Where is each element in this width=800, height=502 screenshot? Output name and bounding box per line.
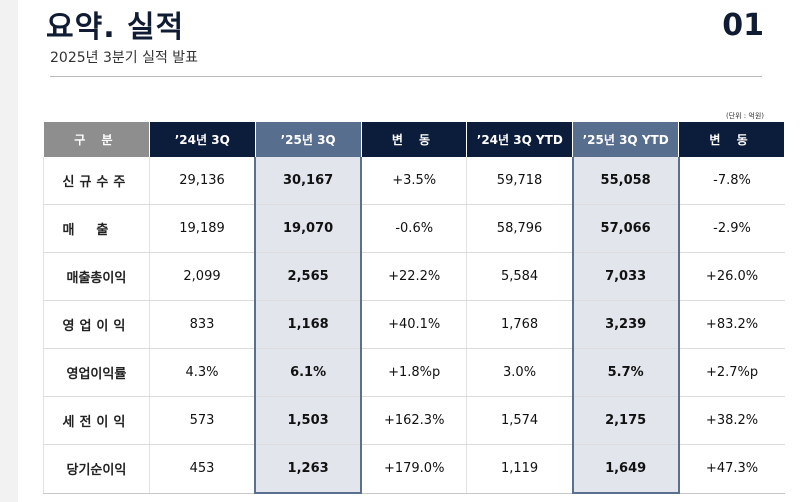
column-header-25-3q: ’25년 3Q: [254, 122, 362, 157]
table-cell: +83.2%: [678, 300, 785, 349]
table-cell: 1,574: [466, 396, 573, 445]
table-cell: 573: [148, 396, 256, 445]
table-row: 영업이익 833 1,168 +40.1% 1,768 3,239 +83.2%: [43, 300, 785, 349]
table-cell: -0.6%: [360, 204, 467, 253]
table-cell: +22.2%: [360, 252, 467, 301]
table-cell: 453: [148, 444, 256, 494]
table-cell-highlight: 2,175: [571, 396, 680, 445]
title-divider: [50, 76, 762, 77]
column-header-change-q: 변 동: [360, 122, 468, 157]
column-header-25-3q-ytd: ’25년 3Q YTD: [572, 122, 680, 157]
table-cell: 58,796: [466, 204, 573, 253]
table-cell-highlight: 19,070: [254, 204, 363, 253]
table-cell: 5,584: [466, 252, 573, 301]
row-label: 영업이익: [43, 300, 150, 349]
table-row: 신규수주 29,136 30,167 +3.5% 59,718 55,058 -…: [43, 157, 785, 205]
table-cell: 2,099: [148, 252, 256, 301]
row-label: 매출: [43, 204, 150, 253]
table-cell-highlight: 55,058: [571, 157, 680, 205]
table-cell: 1,119: [466, 444, 573, 494]
table-cell-highlight: 1,168: [254, 300, 363, 349]
table-cell: 1,768: [466, 300, 573, 349]
table-cell: 59,718: [466, 157, 573, 205]
unit-note: (단위 : 억원): [725, 112, 764, 120]
table-cell-highlight: 1,503: [254, 396, 363, 445]
column-header-category: 구 분: [43, 122, 150, 157]
table-cell: +162.3%: [360, 396, 467, 445]
table-cell-highlight: 1,263: [254, 444, 363, 494]
row-label: 당기순이익: [43, 444, 150, 494]
table-cell: +26.0%: [678, 252, 785, 301]
table-cell: +47.3%: [678, 444, 785, 494]
table-header-row: 구 분 ’24년 3Q ’25년 3Q 변 동 ’24년 3Q YTD ’25년…: [43, 122, 785, 157]
table-cell: +3.5%: [360, 157, 467, 205]
table-cell: 3.0%: [466, 348, 573, 397]
column-header-change-ytd: 변 동: [678, 122, 785, 157]
row-label: 매출총이익: [43, 252, 150, 301]
table-cell-highlight: 2,565: [254, 252, 363, 301]
column-header-24-3q: ’24년 3Q: [148, 122, 256, 157]
table-cell: -2.9%: [678, 204, 785, 253]
table-cell: +1.8%p: [360, 348, 467, 397]
page-title: 요약. 실적: [46, 10, 185, 45]
table-cell-highlight: 30,167: [254, 157, 363, 205]
table-cell-highlight: 3,239: [571, 300, 680, 349]
table-cell: 4.3%: [148, 348, 256, 397]
table-row: 매출총이익 2,099 2,565 +22.2% 5,584 7,033 +26…: [43, 252, 785, 301]
column-header-24-3q-ytd: ’24년 3Q YTD: [466, 122, 574, 157]
table-cell: -7.8%: [678, 157, 785, 205]
slide-page: 요약. 실적 2025년 3분기 실적 발표 01 (단위 : 억원) 구 분 …: [18, 0, 800, 502]
table-row: 당기순이익 453 1,263 +179.0% 1,119 1,649 +47.…: [43, 444, 785, 494]
table-row: 세전이익 573 1,503 +162.3% 1,574 2,175 +38.2…: [43, 396, 785, 445]
table-cell-highlight: 1,649: [571, 444, 680, 494]
table-cell: +40.1%: [360, 300, 467, 349]
page-number: 01: [722, 8, 764, 43]
table-cell: +179.0%: [360, 444, 467, 494]
table-cell-highlight: 7,033: [571, 252, 680, 301]
page-subtitle: 2025년 3분기 실적 발표: [50, 50, 199, 66]
table-cell: +38.2%: [678, 396, 785, 445]
table-cell-highlight: 5.7%: [571, 348, 680, 397]
row-label: 세전이익: [43, 396, 150, 445]
row-label: 신규수주: [43, 157, 150, 205]
table-row: 영업이익률 4.3% 6.1% +1.8%p 3.0% 5.7% +2.7%p: [43, 348, 785, 397]
table-cell: 19,189: [148, 204, 256, 253]
row-label: 영업이익률: [43, 348, 150, 397]
results-table: 구 분 ’24년 3Q ’25년 3Q 변 동 ’24년 3Q YTD ’25년…: [43, 122, 785, 494]
table-cell-highlight: 57,066: [571, 204, 680, 253]
table-cell: 833: [148, 300, 256, 349]
table-cell: 29,136: [148, 157, 256, 205]
table-row: 매출 19,189 19,070 -0.6% 58,796 57,066 -2.…: [43, 204, 785, 253]
table-cell-highlight: 6.1%: [254, 348, 363, 397]
table-cell: +2.7%p: [678, 348, 785, 397]
